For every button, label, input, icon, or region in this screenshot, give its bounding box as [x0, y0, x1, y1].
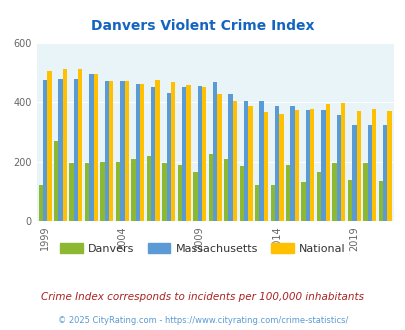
Bar: [352, 125, 356, 221]
Bar: [155, 80, 160, 221]
Bar: [239, 166, 243, 221]
Bar: [54, 141, 58, 221]
Bar: [104, 81, 109, 221]
Bar: [47, 71, 51, 221]
Bar: [270, 185, 274, 221]
Text: Danvers Violent Crime Index: Danvers Violent Crime Index: [91, 19, 314, 33]
Bar: [181, 86, 186, 221]
Bar: [320, 110, 325, 221]
Bar: [274, 106, 279, 221]
Bar: [147, 156, 151, 221]
Bar: [43, 80, 47, 221]
Bar: [197, 86, 201, 221]
Bar: [166, 93, 171, 221]
Bar: [259, 101, 263, 221]
Bar: [386, 111, 391, 221]
Bar: [100, 162, 104, 221]
Bar: [228, 94, 232, 221]
Bar: [140, 84, 144, 221]
Bar: [243, 101, 248, 221]
Bar: [208, 154, 213, 221]
Text: Crime Index corresponds to incidents per 100,000 inhabitants: Crime Index corresponds to incidents per…: [41, 292, 364, 302]
Bar: [305, 110, 309, 221]
Bar: [340, 103, 345, 221]
Bar: [217, 94, 221, 221]
Bar: [332, 163, 336, 221]
Bar: [131, 159, 135, 221]
Bar: [248, 106, 252, 221]
Bar: [290, 106, 294, 221]
Bar: [69, 163, 74, 221]
Bar: [85, 163, 89, 221]
Bar: [294, 110, 298, 221]
Bar: [78, 69, 82, 221]
Bar: [151, 87, 155, 221]
Bar: [135, 84, 140, 221]
Bar: [309, 109, 314, 221]
Bar: [109, 81, 113, 221]
Bar: [162, 163, 166, 221]
Bar: [177, 165, 181, 221]
Bar: [58, 79, 62, 221]
Bar: [193, 172, 197, 221]
Text: © 2025 CityRating.com - https://www.cityrating.com/crime-statistics/: © 2025 CityRating.com - https://www.city…: [58, 315, 347, 325]
Bar: [356, 111, 360, 221]
Bar: [94, 74, 98, 221]
Bar: [325, 104, 329, 221]
Bar: [89, 74, 94, 221]
Bar: [336, 115, 340, 221]
Bar: [171, 82, 175, 221]
Bar: [213, 82, 217, 221]
Bar: [186, 85, 190, 221]
Bar: [378, 181, 382, 221]
Bar: [115, 162, 120, 221]
Bar: [371, 109, 375, 221]
Legend: Danvers, Massachusetts, National: Danvers, Massachusetts, National: [56, 239, 349, 258]
Bar: [285, 165, 290, 221]
Bar: [301, 182, 305, 221]
Bar: [382, 125, 386, 221]
Bar: [74, 79, 78, 221]
Bar: [38, 185, 43, 221]
Bar: [120, 81, 124, 221]
Bar: [224, 159, 228, 221]
Bar: [124, 81, 128, 221]
Bar: [201, 87, 206, 221]
Bar: [232, 101, 237, 221]
Bar: [362, 163, 367, 221]
Bar: [263, 112, 267, 221]
Bar: [62, 69, 67, 221]
Bar: [347, 180, 352, 221]
Bar: [279, 114, 283, 221]
Bar: [316, 172, 320, 221]
Bar: [367, 125, 371, 221]
Bar: [254, 185, 259, 221]
